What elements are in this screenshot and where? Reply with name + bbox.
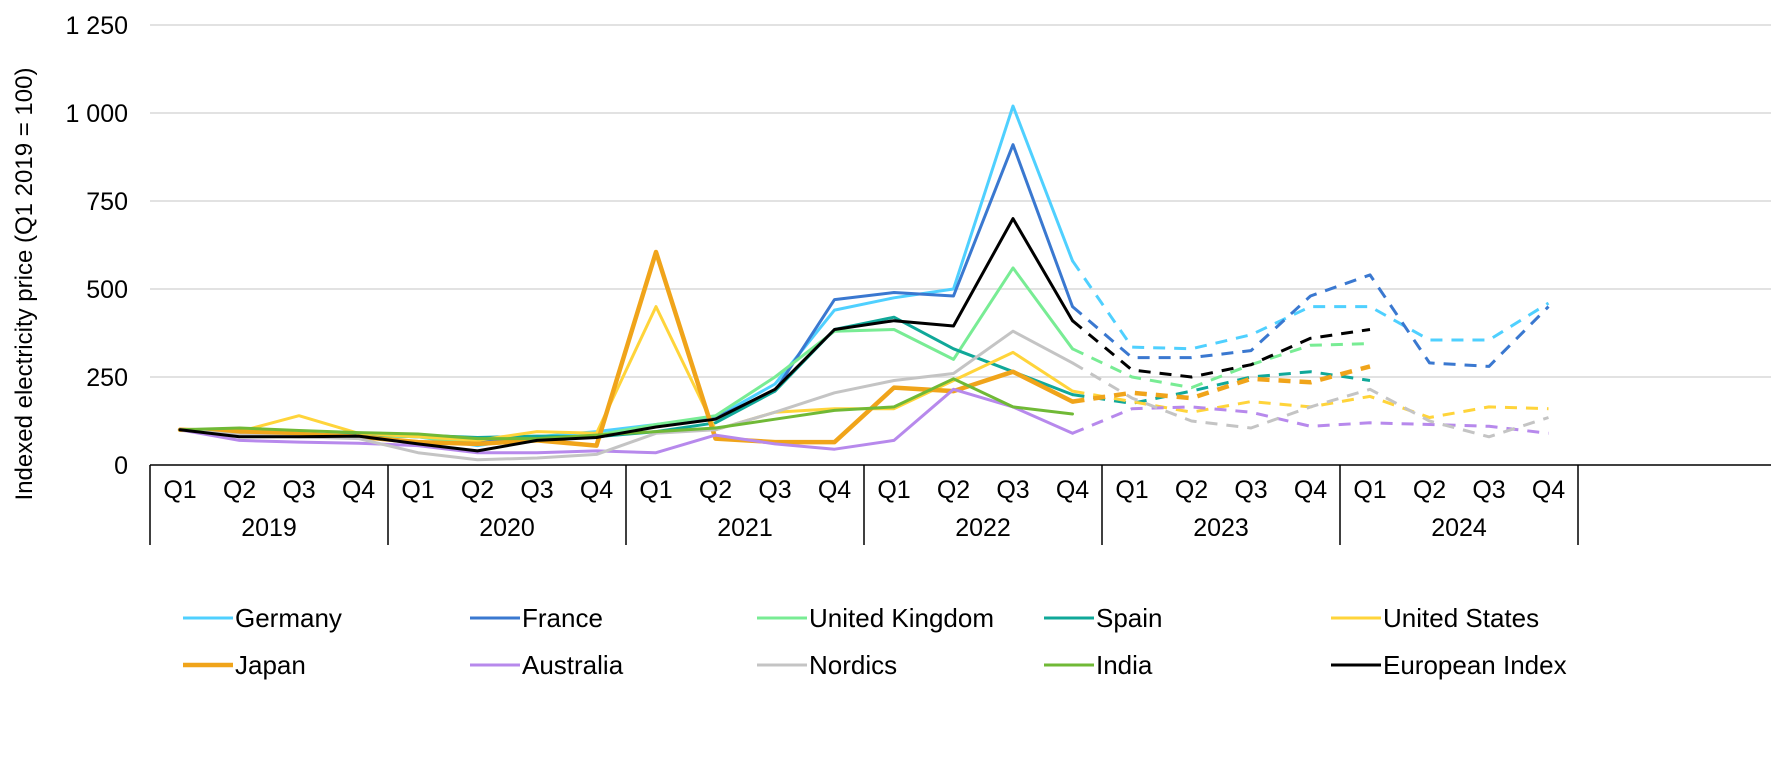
series-germany [178, 104, 1550, 448]
x-tick-quarter: Q2 [223, 476, 256, 504]
legend-item: India [1044, 650, 1153, 680]
y-tick-label: 500 [86, 276, 128, 304]
legend-item: European Index [1331, 650, 1567, 680]
x-tick-quarter: Q1 [1115, 476, 1148, 504]
series-japan [177, 249, 1371, 448]
x-tick-quarter: Q1 [163, 476, 196, 504]
legend-label: Germany [235, 603, 342, 633]
legend-label: United States [1383, 603, 1539, 633]
series-lines [177, 104, 1550, 462]
x-tick-year: 2022 [955, 514, 1011, 542]
x-tick-quarter: Q2 [1175, 476, 1208, 504]
x-tick-quarter: Q4 [342, 476, 375, 504]
series-line-solid [178, 305, 1074, 442]
gridlines [150, 24, 1771, 378]
series-line-forecast [1071, 319, 1371, 379]
legend-label: Australia [522, 650, 624, 680]
legend-item: United States [1331, 603, 1539, 633]
series-line-forecast [1072, 370, 1371, 405]
legend: Germany France United Kingdom Spain United S… [183, 603, 1567, 680]
series-line-forecast [1071, 273, 1550, 368]
x-tick-quarter: Q1 [639, 476, 672, 504]
x-tick-year: 2023 [1193, 514, 1249, 542]
legend-label: Spain [1096, 603, 1163, 633]
series-line-forecast [1071, 405, 1549, 435]
x-tick-quarter: Q3 [520, 476, 553, 504]
x-tick-quarter: Q1 [1353, 476, 1386, 504]
legend-label: India [1096, 650, 1153, 680]
x-tick-quarter: Q3 [1472, 476, 1505, 504]
series-france [178, 143, 1550, 442]
y-tick-label: 1 000 [65, 100, 128, 128]
series-line-solid [178, 104, 1074, 448]
x-tick-year: 2020 [479, 514, 535, 542]
y-axis-ticks: 0 250 500 750 1 000 1 250 [65, 12, 128, 480]
legend-item: Australia [470, 650, 624, 680]
legend-label: European Index [1383, 650, 1567, 680]
x-tick-year: 2024 [1431, 514, 1487, 542]
x-tick-quarter: Q2 [1413, 476, 1446, 504]
x-tick-quarter: Q4 [1056, 476, 1089, 504]
legend-label: Japan [235, 650, 306, 680]
y-tick-label: 250 [86, 364, 128, 392]
series-european-index [178, 217, 1371, 453]
x-tick-quarter: Q1 [401, 476, 434, 504]
legend-label: Nordics [809, 650, 897, 680]
legend-label: France [522, 603, 603, 633]
x-tick-quarter: Q3 [758, 476, 791, 504]
x-tick-quarter: Q1 [877, 476, 910, 504]
series-line-forecast [1071, 342, 1371, 390]
x-tick-quarter: Q4 [1294, 476, 1327, 504]
series-line-forecast [1072, 364, 1371, 404]
legend-item: United Kingdom [757, 603, 994, 633]
legend-item: Japan [183, 650, 306, 680]
x-tick-quarter: Q2 [699, 476, 732, 504]
series-line-solid [178, 387, 1074, 455]
y-tick-label: 750 [86, 188, 128, 216]
series-line-forecast [1071, 361, 1549, 439]
x-tick-quarter: Q4 [580, 476, 613, 504]
x-tick-quarter: Q3 [282, 476, 315, 504]
x-tick-year: 2019 [241, 514, 297, 542]
legend-item: Spain [1044, 603, 1163, 633]
x-tick-quarter: Q3 [996, 476, 1029, 504]
y-axis-title: Indexed electricity price (Q1 2019 = 100… [11, 68, 38, 501]
x-tick-quarter: Q2 [461, 476, 494, 504]
y-tick-label: 1 250 [65, 12, 128, 40]
x-tick-quarter: Q3 [1234, 476, 1267, 504]
x-tick-year: 2021 [717, 514, 773, 542]
y-tick-label: 0 [114, 452, 128, 480]
x-tick-quarter: Q2 [937, 476, 970, 504]
series-line-solid [178, 217, 1074, 453]
series-line-forecast [1071, 259, 1550, 351]
x-tick-quarter: Q4 [818, 476, 851, 504]
x-tick-quarter: Q4 [1532, 476, 1565, 504]
series-line-solid [177, 249, 1075, 448]
legend-item: France [470, 603, 603, 633]
legend-item: Nordics [757, 650, 897, 680]
series-united-kingdom [178, 266, 1371, 446]
x-axis: Q1 Q2 Q3 Q4 2019 Q1 Q2 Q3 Q4 2020 Q1 Q2 Q3 Q4 2021 Q1 Q2… [149, 464, 1771, 545]
series-australia [178, 387, 1549, 455]
legend-label: United Kingdom [809, 603, 994, 633]
legend-item: Germany [183, 603, 342, 633]
